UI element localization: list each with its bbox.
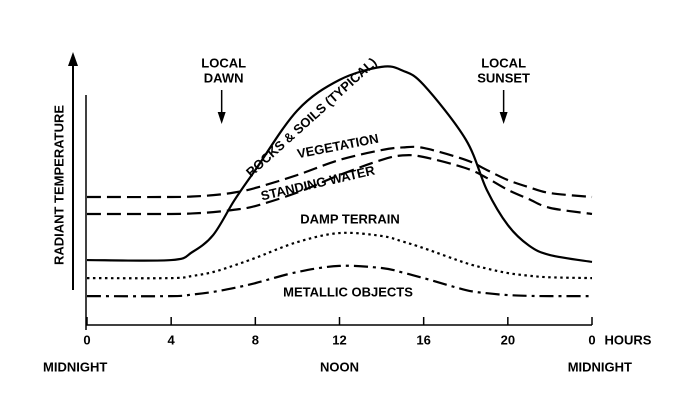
event-label: LOCAL (481, 55, 526, 70)
series-label: STANDING WATER (259, 162, 376, 203)
event-label: LOCAL (201, 55, 246, 70)
event-arrow-head (217, 112, 226, 124)
series-line (86, 154, 593, 216)
event-arrow-head (499, 112, 508, 124)
y-arrow-head (68, 52, 78, 66)
x-tick-label: 0 (588, 332, 595, 347)
y-axis-label: RADIANT TEMPERATURE (51, 105, 66, 265)
period-label: MIDNIGHT (568, 359, 632, 374)
series-line (86, 65, 593, 264)
period-label: MIDNIGHT (43, 359, 107, 374)
series-line (86, 231, 593, 280)
series-label: ROCKS & SOILS (TYPICAL) (243, 55, 380, 180)
x-tick-label: 4 (168, 332, 176, 347)
x-tick-label: 20 (501, 332, 515, 347)
series-line (86, 145, 593, 199)
period-label: NOON (320, 359, 359, 374)
x-tick-label: 12 (332, 332, 346, 347)
event-label: SUNSET (477, 70, 530, 85)
x-axis-label: HOURS (605, 332, 652, 347)
series-label: METALLIC OBJECTS (283, 284, 413, 299)
x-tick-label: 0 (83, 332, 90, 347)
series-label: VEGETATION (296, 131, 380, 161)
event-label: DAWN (204, 70, 244, 85)
x-tick-label: 8 (252, 332, 259, 347)
x-tick-label: 16 (416, 332, 430, 347)
series-line (86, 264, 593, 298)
series-label: DAMP TERRAIN (300, 211, 399, 226)
